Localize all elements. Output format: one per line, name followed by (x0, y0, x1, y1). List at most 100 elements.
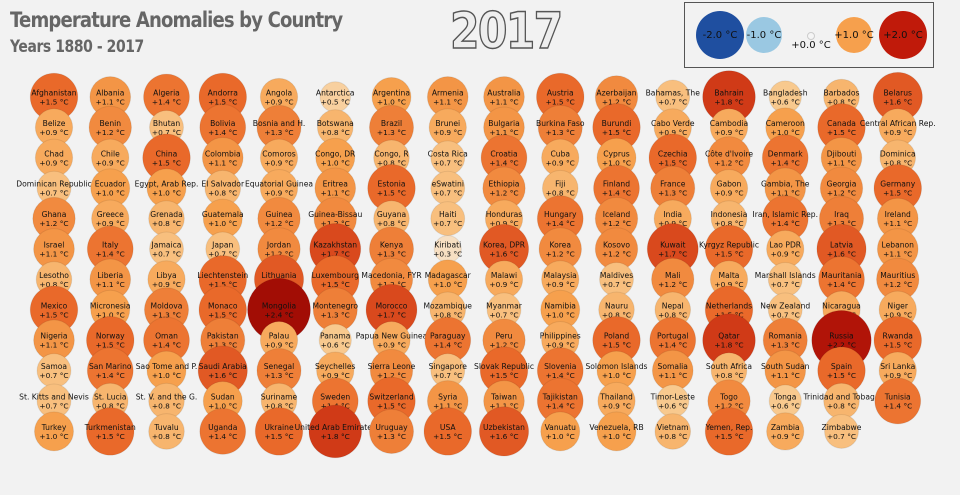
country-name: Romania (769, 332, 802, 341)
country-bubble: Equatorial Guinea+0.9 °C (245, 169, 313, 208)
anomaly-value: +0.8 °C (546, 189, 575, 198)
anomaly-value: +0.8 °C (152, 432, 181, 441)
country-name: Qatar (718, 332, 740, 341)
country-name: Norway (96, 332, 125, 341)
anomaly-value: +1.1 °C (771, 371, 800, 380)
anomaly-value: +1.4 °C (152, 98, 181, 107)
anomaly-value: +1.0 °C (96, 310, 125, 319)
anomaly-value: +0.8 °C (714, 219, 743, 228)
country-bubble: Tonga+0.6 °C (768, 384, 802, 418)
country-name: Seychelles (315, 362, 356, 371)
anomaly-value: +0.9 °C (546, 158, 575, 167)
anomaly-value: +0.9 °C (489, 219, 518, 228)
anomaly-value: +1.2 °C (602, 250, 631, 259)
anomaly-value: +1.0 °C (96, 189, 125, 198)
country-name: Colombia (205, 149, 241, 158)
anomaly-value: +0.7 °C (39, 371, 68, 380)
anomaly-value: +1.5 °C (208, 280, 237, 289)
country-name: Congo, DR (315, 149, 356, 158)
anomaly-value: +0.9 °C (264, 341, 293, 350)
anomaly-value: +1.5 °C (377, 402, 406, 411)
anomaly-value: +1.1 °C (96, 280, 125, 289)
country-name: Belize (43, 119, 66, 128)
bubble-circle (34, 411, 74, 452)
country-name: Nicaragua (822, 301, 861, 310)
chart-title: Temperature Anomalies by Country (10, 8, 343, 32)
anomaly-value: +0.9 °C (433, 128, 462, 137)
country-name: Iran, Islamic Rep. (752, 210, 818, 219)
country-bubble: Nigeria+1.1 °C (33, 319, 75, 362)
anomaly-value: +1.8 °C (714, 341, 743, 350)
anomaly-value: +0.9 °C (264, 98, 293, 107)
anomaly-value: +1.1 °C (489, 128, 518, 137)
anomaly-value: +1.5 °C (39, 98, 68, 107)
country-bubble: Bahamas, The+0.7 °C (646, 79, 701, 115)
country-bubble: Venezuela, RB+1.0 °C (589, 411, 644, 452)
country-name: Latvia (830, 241, 853, 250)
country-bubble: Vietnam+0.8 °C (654, 413, 692, 450)
country-name: Montenegro (312, 301, 358, 310)
anomaly-value: +0.8 °C (602, 310, 631, 319)
country-name: Bahamas, The (646, 89, 701, 98)
country-bubble: Cuba+0.9 °C (541, 138, 580, 177)
country-name: Hungary (544, 210, 577, 219)
anomaly-value: +1.2 °C (377, 371, 406, 380)
anomaly-value: +0.8 °C (658, 310, 687, 319)
country-name: Georgia (827, 180, 857, 189)
country-bubble: Nepal+0.8 °C (654, 291, 692, 329)
country-bubble: Qatar+1.8 °C (702, 313, 756, 368)
country-name: Honduras (486, 210, 523, 219)
country-name: Guinea-Bissau (308, 210, 362, 219)
country-bubble: Portugal+1.4 °C (649, 316, 697, 364)
country-name: Panama (320, 332, 350, 341)
anomaly-value: +1.8 °C (714, 98, 743, 107)
anomaly-value: +1.7 °C (658, 250, 687, 259)
anomaly-value: +0.7 °C (771, 280, 800, 289)
country-bubble: United Arab Emirates+1.8 °C (295, 404, 376, 459)
anomaly-value: +1.1 °C (39, 341, 68, 350)
country-name: Indonesia (711, 210, 748, 219)
country-name: Central African Rep. (860, 119, 936, 128)
anomaly-value: +1.0 °C (208, 219, 237, 228)
country-name: Senegal (264, 362, 295, 371)
country-name: Sao Tome and P. (136, 362, 198, 371)
legend-label: -2.0 °C (702, 29, 738, 41)
country-name: Malawi (491, 271, 517, 280)
country-bubble: Uruguay+1.3 °C (368, 408, 415, 454)
anomaly-value: +1.1 °C (883, 219, 912, 228)
country-name: Palau (269, 332, 290, 341)
country-name: Switzerland (369, 393, 413, 402)
anomaly-value: +0.9 °C (546, 280, 575, 289)
anomaly-value: +1.7 °C (321, 250, 350, 259)
anomaly-value: +1.5 °C (39, 310, 68, 319)
country-name: Nepal (662, 301, 684, 310)
country-name: Morocco (376, 301, 408, 310)
country-name: Papua New Guinea (356, 332, 428, 341)
anomaly-value: +0.9 °C (602, 402, 631, 411)
country-name: Eritrea (323, 180, 348, 189)
country-name: Namibia (545, 301, 576, 310)
country-name: Canada (827, 119, 856, 128)
anomaly-value: +1.5 °C (489, 371, 518, 380)
anomaly-value: +0.9 °C (771, 250, 800, 259)
anomaly-value: +1.0 °C (433, 280, 462, 289)
country-name: Niger (888, 301, 909, 310)
country-bubble: Papua New Guinea+0.9 °C (356, 321, 428, 360)
anomaly-value: +1.3 °C (827, 219, 856, 228)
country-name: Luxembourg (312, 271, 360, 280)
country-name: Bhutan (153, 119, 180, 128)
anomaly-value: +2.2 °C (827, 341, 856, 350)
country-bubble: Algeria+1.4 °C (143, 73, 190, 121)
legend-label: -1.0 °C (746, 29, 782, 41)
country-name: Ireland (885, 210, 911, 219)
year-label: 2017 (449, 1, 563, 61)
country-name: Algeria (153, 89, 180, 98)
country-name: Antarctica (316, 89, 355, 98)
country-bubble: Sao Tome and P.+1.0 °C (136, 350, 198, 391)
country-bubble: Romania+1.3 °C (762, 317, 808, 363)
bubble-circle (148, 413, 185, 450)
country-bubble: Kenya+1.3 °C (368, 226, 415, 272)
anomaly-value: +1.3 °C (771, 341, 800, 350)
country-bubble: Kiribati+0.3 °C (433, 234, 462, 264)
country-bubble: Marshall Islands+0.7 °C (755, 261, 816, 297)
